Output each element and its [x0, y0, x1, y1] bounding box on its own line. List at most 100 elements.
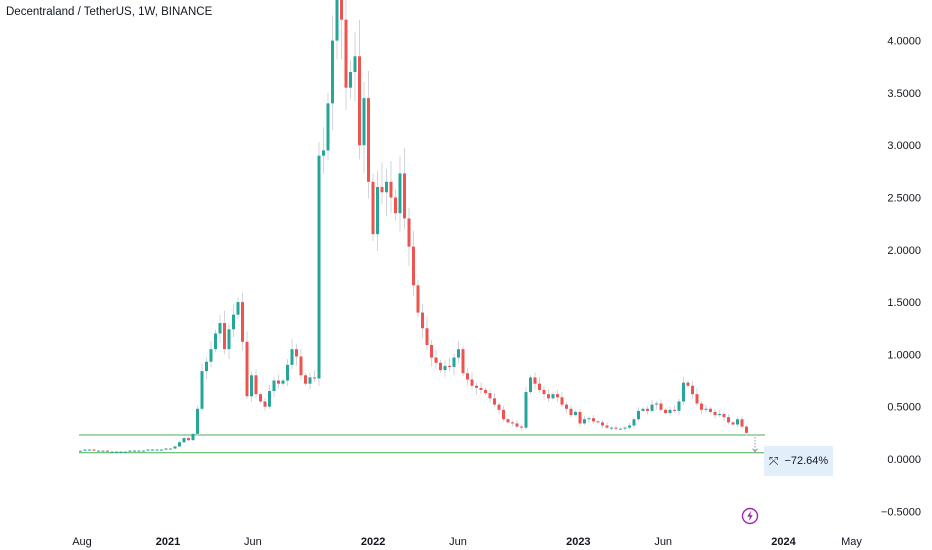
candle-body	[637, 410, 640, 420]
candle-body	[551, 394, 555, 399]
candle-body	[83, 449, 87, 451]
candle-body	[619, 428, 622, 430]
candle-body	[196, 408, 199, 434]
candle-body	[682, 382, 685, 402]
candle-body	[718, 414, 721, 416]
candle-body	[497, 404, 501, 410]
candle-body	[380, 187, 384, 193]
candle-body	[88, 449, 91, 451]
y-tick-label: 4.0000	[887, 36, 921, 48]
measure-arrow-icon	[752, 448, 758, 453]
candle-body	[547, 394, 550, 399]
candle-body	[664, 409, 667, 413]
candle-body	[241, 302, 244, 342]
candle-body	[538, 383, 541, 390]
candle-body	[146, 449, 150, 451]
candle-body	[227, 329, 231, 350]
candle-body	[209, 349, 213, 362]
candle-body	[565, 404, 568, 409]
candle-body	[727, 417, 730, 423]
candle-body	[601, 422, 604, 426]
candle-body	[605, 425, 609, 428]
candle-body	[349, 71, 352, 88]
candle-body	[290, 349, 294, 365]
y-axis: 4.0000 3.5000 3.0000 2.5000 2.0000 1.5000 1.00…	[881, 36, 921, 519]
candle-body	[461, 349, 465, 374]
flash-icon[interactable]	[741, 507, 759, 525]
candle-body	[106, 450, 109, 452]
candle-body	[281, 380, 285, 384]
y-tick-label: 3.5000	[887, 88, 921, 100]
candle-body	[736, 419, 739, 425]
candle-body	[250, 375, 253, 397]
candle-body	[169, 448, 172, 450]
candle-body	[245, 341, 249, 397]
y-tick-label: 1.0000	[887, 349, 921, 361]
candle-body	[592, 418, 595, 422]
candle-body	[659, 403, 663, 410]
candle-body	[304, 375, 307, 384]
candle-body	[443, 365, 447, 371]
y-tick-label: 0.0000	[887, 454, 921, 466]
candle-body	[362, 98, 366, 146]
candle-body	[79, 450, 82, 452]
candle-body	[272, 380, 276, 392]
candle-body	[137, 450, 141, 452]
candle-body	[412, 246, 415, 286]
measure-line	[752, 436, 758, 453]
y-tick-label: 0.5000	[887, 402, 921, 414]
x-axis: Aug2021Jun2022Jun2023Jun2024May2025Ju	[72, 536, 862, 548]
candle-body	[331, 40, 334, 104]
candles	[79, 0, 748, 453]
candle-body	[623, 427, 627, 429]
candle-body	[524, 392, 528, 428]
candle-body	[124, 451, 127, 453]
candle-body	[367, 98, 370, 182]
candle-body	[223, 323, 226, 350]
candle-body	[128, 450, 132, 452]
candle-body	[556, 394, 559, 398]
candle-body	[254, 375, 258, 395]
candle-body	[578, 411, 582, 424]
candle-body	[371, 181, 375, 235]
candle-body	[740, 419, 744, 427]
x-tick-label: Jun	[654, 536, 672, 548]
candle-body	[686, 382, 690, 386]
y-tick-label: 2.0000	[887, 245, 921, 257]
candle-body	[214, 333, 217, 350]
candle-body	[335, 0, 339, 41]
candle-body	[286, 364, 289, 381]
candle-body	[115, 451, 118, 453]
candle-body	[200, 371, 204, 409]
y-tick-label: 3.0000	[887, 140, 921, 152]
candle-body	[646, 408, 649, 411]
candle-body	[668, 409, 672, 413]
candle-body	[205, 361, 208, 372]
candle-body	[709, 408, 712, 412]
candle-body	[466, 373, 469, 380]
candle-body	[515, 423, 519, 427]
candle-body	[344, 19, 348, 88]
candle-body	[133, 450, 136, 452]
candle-body	[722, 414, 726, 418]
candle-body	[614, 427, 618, 429]
candle-body	[650, 404, 654, 411]
candle-body	[695, 394, 699, 404]
candle-body	[448, 365, 451, 367]
candle-body	[434, 357, 438, 363]
x-tick-label: 2022	[361, 536, 385, 548]
candle-body	[259, 394, 262, 402]
candle-body	[655, 403, 658, 405]
candle-body	[92, 449, 96, 451]
candle-body	[475, 385, 478, 388]
x-tick-label: 2024	[771, 536, 796, 548]
candle-body	[385, 181, 388, 193]
candle-body	[700, 403, 703, 410]
candle-body	[394, 197, 397, 214]
candle-body	[421, 312, 424, 329]
candle-body	[110, 451, 114, 453]
candle-body	[326, 103, 330, 151]
candle-body	[236, 302, 240, 315]
measure-badge[interactable]: ⤧ −72.64%	[764, 446, 833, 476]
